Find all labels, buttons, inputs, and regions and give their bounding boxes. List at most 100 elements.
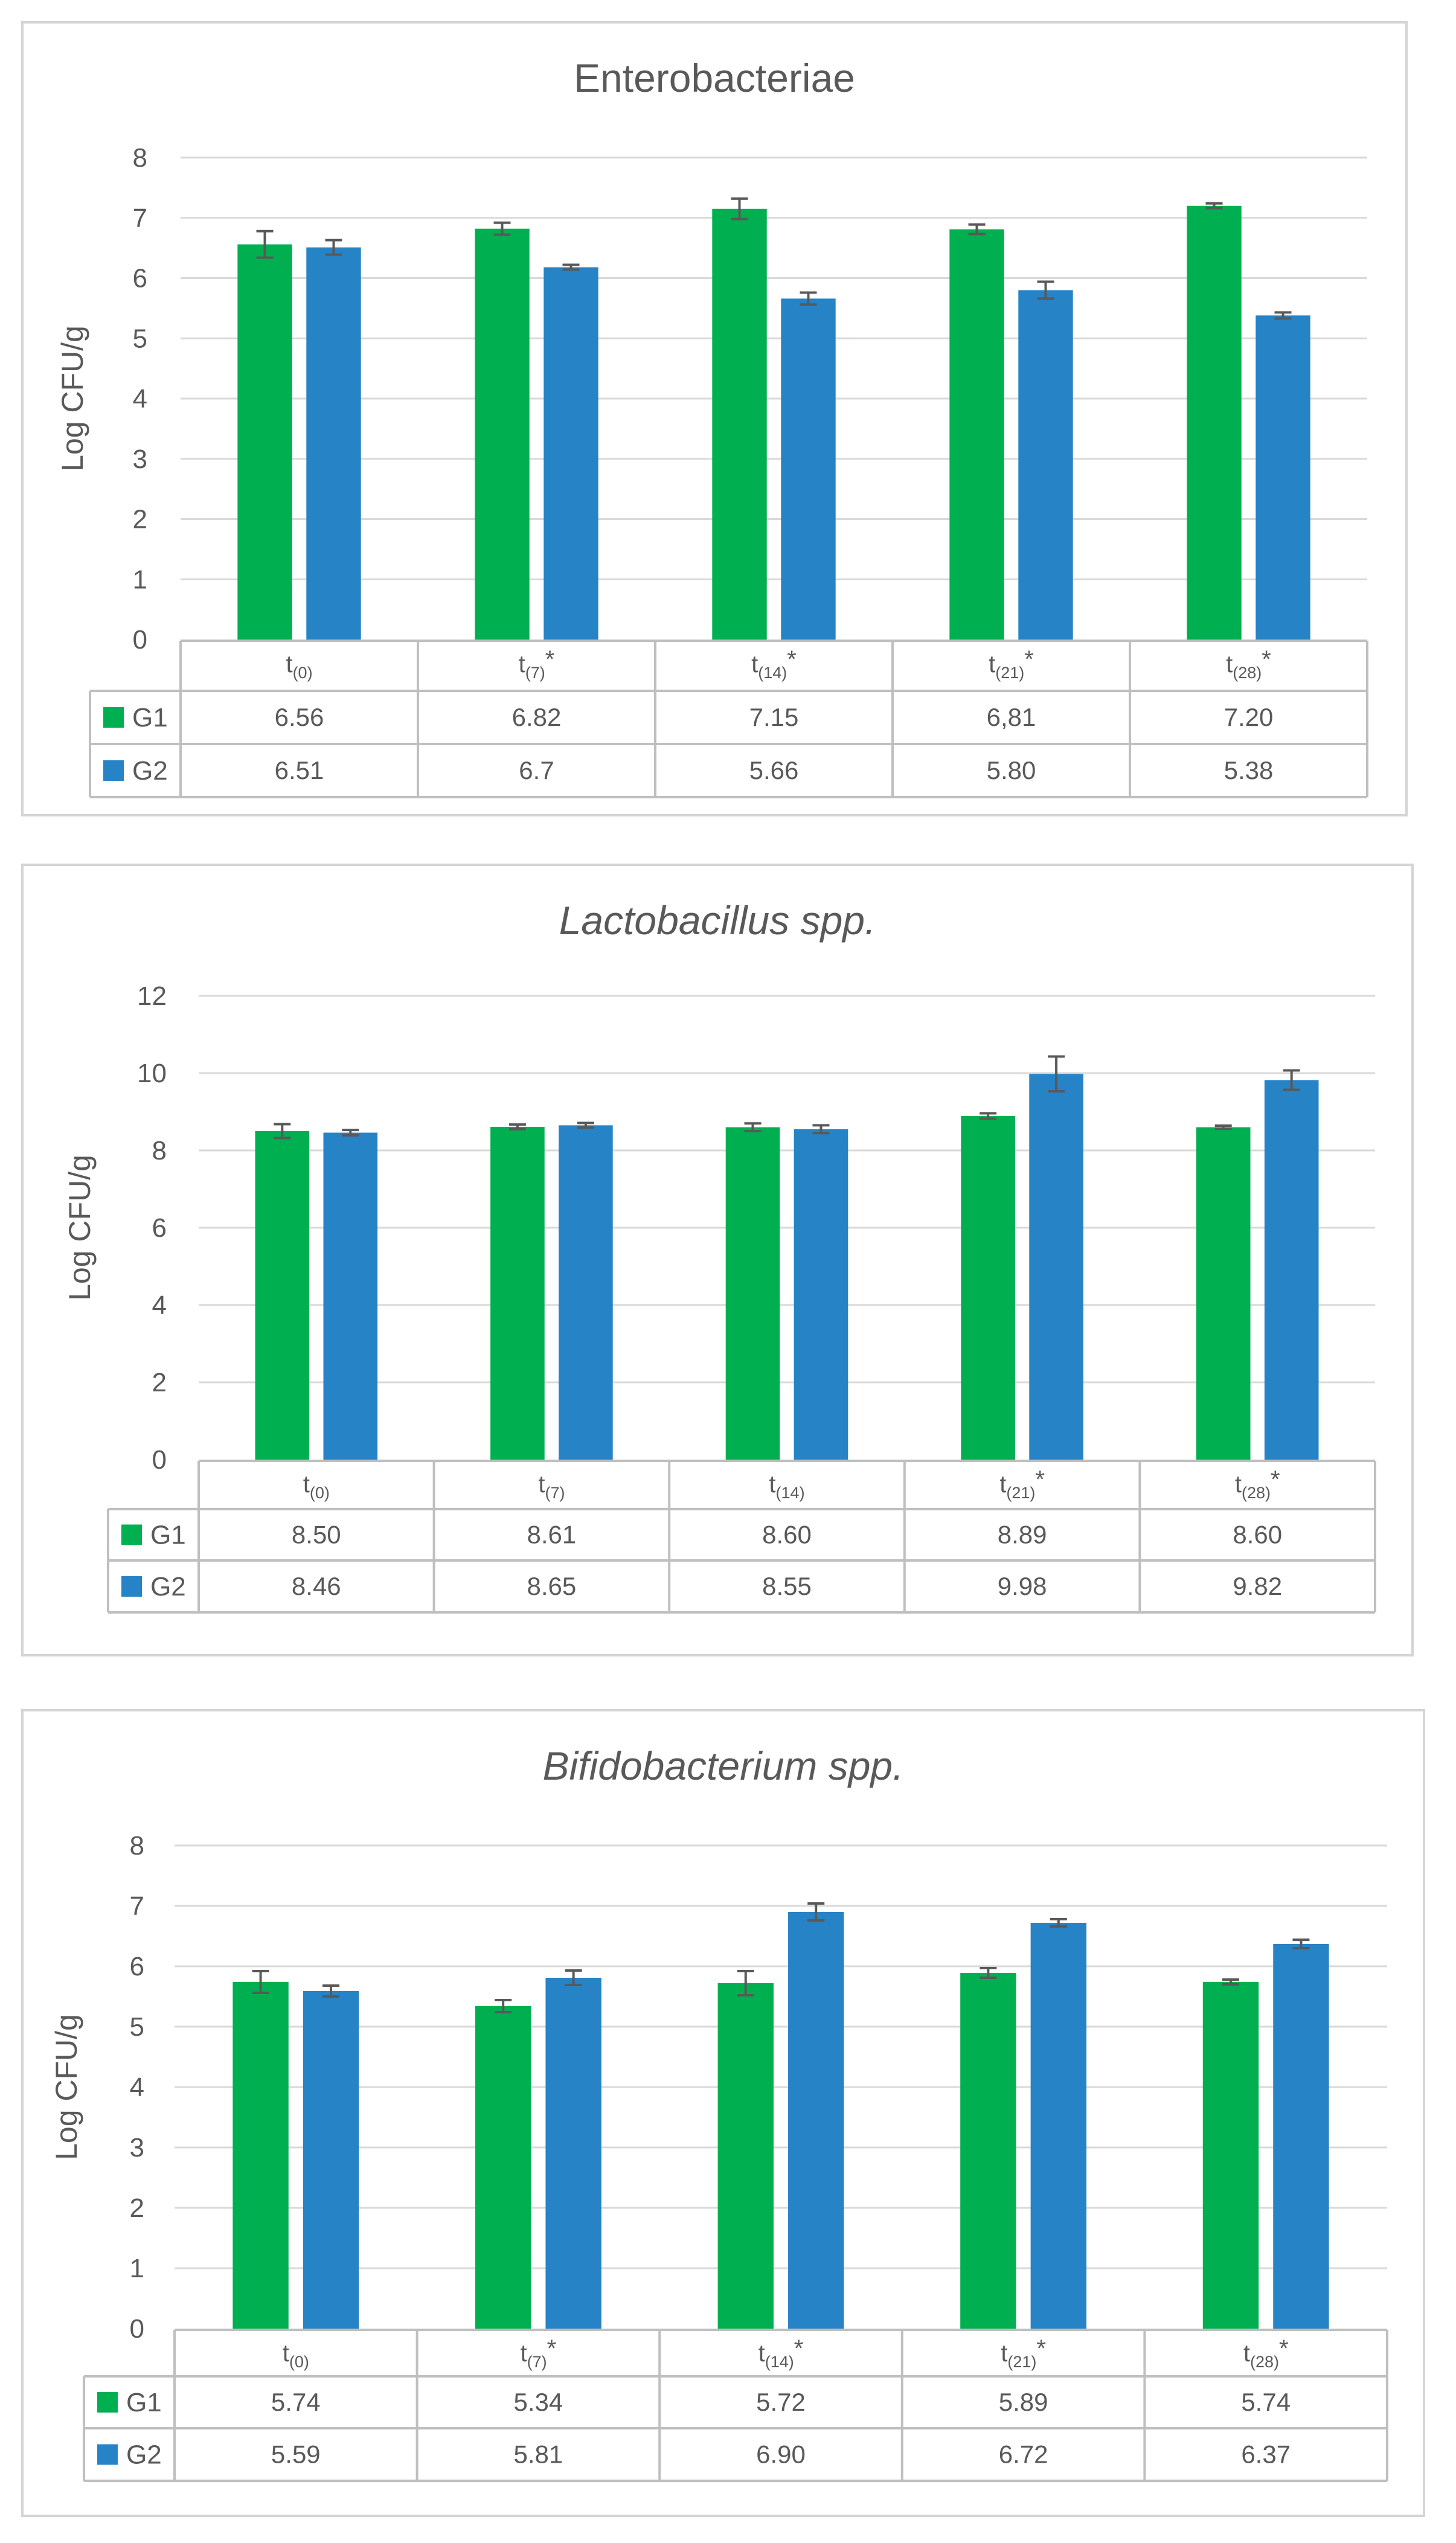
enterobacteriae-table-value-g2-0: 6.51 [275,756,324,784]
bifidobacterium-table-value-g1-0: 5.74 [271,2388,321,2416]
bifidobacterium-legend-label-g2: G2 [126,2440,162,2470]
enterobacteriae-chart-panel: Enterobacteriae 0 1 2 3 4 5 6 7 8 Log CFU/g t(0) t(7… [21,21,1408,816]
bifidobacterium-category-label-2: t(14)* [758,2335,804,2371]
bifidobacterium-table-value-g1-4: 5.74 [1241,2388,1291,2416]
enterobacteriae-chart-title: Enterobacteriae [574,56,855,100]
lactobacillus-legend-swatch-g2 [121,1576,142,1597]
bifidobacterium-y-axis-label: Log CFU/g [50,2014,83,2160]
lactobacillus-chart-title: Lactobacillus spp. [559,898,876,943]
enterobacteriae-bar-g1-4 [1187,205,1242,640]
lactobacillus-table-value-g1-3: 8.89 [998,1521,1047,1549]
bifidobacterium-chart-panel: Bifidobacterium spp. 0 1 2 3 4 5 6 7 8 Log CFU/g t(… [21,1709,1425,2517]
lactobacillus-chart: Lactobacillus spp. 0 2 4 6 8 10 12 Log CFU/g t(0)… [63,898,1376,1614]
bifidobacterium-y-tick-label: 7 [130,1891,144,1921]
enterobacteriae-category-label-0: t(0) [286,651,312,682]
lactobacillus-table-value-g1-0: 8.50 [292,1521,341,1549]
enterobacteriae-table-value-g1-1: 6.82 [512,703,562,731]
lactobacillus-bar-g2-1 [559,1125,613,1460]
enterobacteriae-category-label-4: t(28)* [1226,646,1271,682]
enterobacteriae-category-label-2: t(14)* [751,646,797,682]
enterobacteriae-y-axis-label: Log CFU/g [56,325,89,472]
enterobacteriae-chart: Enterobacteriae 0 1 2 3 4 5 6 7 8 Log CFU/g t(0) t(7… [56,56,1368,798]
enterobacteriae-bar-g1-3 [949,229,1004,640]
bifidobacterium-table-value-g2-0: 5.59 [271,2440,321,2469]
enterobacteriae-y-tick-label: 5 [133,324,147,353]
lactobacillus-y-tick-label: 0 [152,1445,167,1475]
bifidobacterium-y-tick-label: 2 [130,2193,144,2223]
bifidobacterium-category-label-4: t(28)* [1243,2335,1289,2371]
lactobacillus-bar-g1-3 [961,1116,1015,1460]
lactobacillus-y-tick-label: 2 [152,1368,167,1397]
bifidobacterium-y-tick-label: 0 [130,2314,144,2344]
enterobacteriae-bar-g1-2 [712,208,767,640]
lactobacillus-category-label-4: t(28)* [1235,1466,1280,1502]
bifidobacterium-y-tick-label: 5 [130,2012,144,2042]
bifidobacterium-bar-g2-3 [1030,1923,1087,2329]
enterobacteriae-y-tick-label: 4 [133,384,147,414]
bifidobacterium-category-label-1: t(7)* [521,2335,557,2371]
enterobacteriae-bar-g2-0 [306,247,361,640]
lactobacillus-bar-g1-2 [725,1127,780,1460]
bifidobacterium-bar-g2-2 [788,1912,844,2329]
enterobacteriae-bar-g1-1 [475,228,530,640]
lactobacillus-legend-label-g2: G2 [150,1572,186,1602]
lactobacillus-y-tick-label: 8 [152,1136,167,1166]
bifidobacterium-chart: Bifidobacterium spp. 0 1 2 3 4 5 6 7 8 Log CFU/g t(… [50,1743,1388,2482]
lactobacillus-table-value-g1-2: 8.60 [762,1521,812,1549]
enterobacteriae-table-value-g2-1: 6.7 [519,756,554,784]
enterobacteriae-legend-swatch-g2 [103,760,124,781]
enterobacteriae-y-tick-label: 1 [133,565,147,594]
lactobacillus-y-tick-label: 6 [152,1213,167,1243]
enterobacteriae-category-label-3: t(21)* [989,646,1034,682]
bifidobacterium-bar-g1-2 [717,1983,774,2329]
bifidobacterium-legend-label-g1: G1 [126,2388,162,2417]
enterobacteriae-legend-label-g1: G1 [132,703,168,733]
lactobacillus-bar-g2-0 [323,1132,378,1460]
enterobacteriae-y-tick-label: 6 [133,264,147,293]
lactobacillus-table-value-g1-4: 8.60 [1233,1521,1282,1549]
bifidobacterium-table-value-g1-3: 5.89 [999,2388,1048,2416]
lactobacillus-table-value-g1-1: 8.61 [527,1521,577,1549]
enterobacteriae-table-value-g2-2: 5.66 [749,756,799,784]
bifidobacterium-chart-title: Bifidobacterium spp. [543,1743,904,1788]
enterobacteriae-bar-g2-3 [1018,290,1073,640]
lactobacillus-table-value-g2-4: 9.82 [1233,1572,1282,1600]
lactobacillus-bar-g2-2 [794,1129,848,1460]
enterobacteriae-bar-g2-4 [1256,315,1310,640]
enterobacteriae-table-value-g2-3: 5.80 [987,756,1036,784]
lactobacillus-table-value-g2-2: 8.55 [762,1572,812,1600]
lactobacillus-legend-swatch-g1 [121,1524,142,1545]
lactobacillus-legend-label-g1: G1 [150,1521,186,1550]
enterobacteriae-table-value-g1-0: 6.56 [275,703,324,731]
lactobacillus-category-label-1: t(7) [538,1471,565,1502]
bifidobacterium-y-tick-label: 1 [130,2254,144,2283]
enterobacteriae-table-value-g1-4: 7.20 [1224,703,1274,731]
bifidobacterium-y-tick-label: 8 [130,1831,144,1861]
bifidobacterium-bar-g1-4 [1202,1982,1259,2329]
enterobacteriae-bar-g1-0 [237,244,292,640]
enterobacteriae-table-value-g1-2: 7.15 [749,703,799,731]
enterobacteriae-y-tick-label: 8 [133,143,147,173]
enterobacteriae-y-tick-label: 3 [133,444,147,474]
lactobacillus-bar-g1-4 [1196,1127,1251,1460]
lactobacillus-y-tick-label: 10 [137,1059,167,1088]
bifidobacterium-bar-g1-1 [475,2006,531,2329]
enterobacteriae-y-tick-label: 7 [133,204,147,233]
bifidobacterium-table-value-g2-3: 6.72 [999,2440,1048,2469]
enterobacteriae-bar-g2-2 [781,298,836,640]
bifidobacterium-category-label-0: t(0) [283,2340,309,2371]
lactobacillus-bar-g1-1 [490,1126,545,1460]
lactobacillus-y-tick-label: 12 [137,981,167,1011]
lactobacillus-bar-g1-0 [255,1131,310,1460]
bifidobacterium-bar-g1-3 [960,1973,1016,2329]
bifidobacterium-bar-g2-4 [1273,1944,1329,2329]
bifidobacterium-bar-g1-0 [233,1982,289,2329]
bifidobacterium-y-tick-label: 6 [130,1952,144,1981]
bifidobacterium-table-value-g2-1: 5.81 [514,2440,563,2469]
bifidobacterium-table-value-g1-1: 5.34 [514,2388,563,2416]
lactobacillus-y-axis-label: Log CFU/g [63,1155,97,1301]
bifidobacterium-bar-g2-0 [303,1991,359,2329]
enterobacteriae-category-label-1: t(7)* [519,646,555,682]
enterobacteriae-table-value-g2-4: 5.38 [1224,756,1274,784]
enterobacteriae-bar-g2-1 [544,267,598,640]
